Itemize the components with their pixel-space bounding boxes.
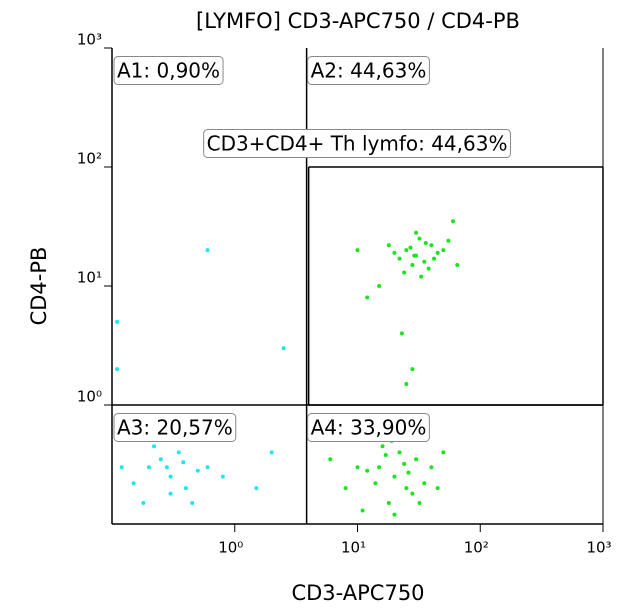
data-point <box>392 512 397 517</box>
data-point <box>429 243 434 248</box>
data-point <box>392 250 397 255</box>
annotation-box <box>307 56 430 85</box>
data-point <box>141 501 146 506</box>
data-point <box>181 460 186 465</box>
data-point <box>414 230 419 235</box>
x-tick-label: 10⁰ <box>218 539 243 557</box>
data-point <box>131 481 136 486</box>
x-tick-label: 10³ <box>586 539 611 557</box>
y-axis-label: CD4-PB <box>27 247 51 326</box>
data-point <box>254 486 259 491</box>
data-point <box>417 501 422 506</box>
data-point <box>146 465 151 470</box>
data-point <box>377 284 382 288</box>
annotation-box <box>113 413 237 442</box>
data-point <box>397 450 402 455</box>
data-point <box>383 453 388 458</box>
data-point <box>386 243 391 248</box>
data-point <box>429 465 434 470</box>
annotation: CD3+CD4+ Th lymfo: 44,63% <box>207 132 508 156</box>
data-point <box>195 468 200 473</box>
data-point <box>402 270 407 275</box>
data-point <box>343 486 348 491</box>
data-point <box>152 444 157 449</box>
x-tick-label: 10¹ <box>341 539 366 557</box>
data-point <box>281 346 286 351</box>
data-point <box>404 382 409 387</box>
y-tick-label: 10⁰ <box>77 388 102 406</box>
chart-title: [LYMFO] CD3-APC750 / CD4-PB <box>196 9 520 33</box>
x-tick-label: 10² <box>464 539 489 557</box>
data-point <box>417 236 422 241</box>
data-point <box>404 248 409 253</box>
data-point <box>399 331 404 336</box>
data-point <box>168 474 173 479</box>
data-point <box>412 253 417 258</box>
annotation-box <box>307 413 430 442</box>
data-point <box>220 474 225 479</box>
data-point <box>422 259 427 264</box>
data-point <box>404 486 409 491</box>
data-point <box>435 486 440 491</box>
data-point <box>426 266 431 271</box>
y-tick-label: 10¹ <box>77 269 102 287</box>
data-point <box>365 295 370 300</box>
data-point <box>435 250 440 255</box>
data-point <box>422 481 427 486</box>
data-point <box>205 248 210 253</box>
data-point <box>355 465 360 470</box>
x-axis-label: CD3-APC750 <box>291 581 424 605</box>
data-point <box>365 468 370 473</box>
annotation-box <box>203 129 511 158</box>
data-point <box>380 444 385 449</box>
data-point <box>328 457 333 462</box>
data-point <box>269 450 274 455</box>
data-point <box>183 486 188 491</box>
data-point <box>410 367 415 372</box>
annotation: A3: 20,57% <box>117 416 233 440</box>
data-point <box>451 219 456 224</box>
data-point <box>397 256 402 261</box>
data-point <box>168 491 173 496</box>
data-point <box>115 319 120 324</box>
y-tick-label: 10³ <box>77 31 102 49</box>
data-point <box>119 465 124 470</box>
annotation: A4: 33,90% <box>311 416 427 440</box>
data-point <box>432 256 437 261</box>
annotation-box <box>113 56 224 85</box>
data-point <box>355 248 360 253</box>
data-point <box>402 461 407 466</box>
annotation: A1: 0,90% <box>117 59 220 83</box>
data-point <box>158 457 163 462</box>
data-point <box>377 465 382 470</box>
data-point <box>410 263 415 268</box>
annotation: A2: 44,63% <box>311 59 427 83</box>
data-point <box>423 240 428 245</box>
data-point <box>115 367 120 372</box>
data-point <box>441 450 446 455</box>
data-point <box>446 238 451 243</box>
data-point <box>373 481 378 486</box>
data-point <box>410 491 415 496</box>
data-point <box>419 274 424 279</box>
data-point <box>205 465 210 470</box>
data-point <box>414 457 419 462</box>
data-point <box>164 465 169 470</box>
data-point <box>408 245 413 250</box>
data-point <box>392 474 397 479</box>
y-tick-label: 10² <box>77 150 102 168</box>
data-point <box>176 450 181 455</box>
data-point <box>441 248 446 253</box>
data-point <box>455 263 460 268</box>
data-point <box>386 501 391 506</box>
data-point <box>360 508 365 513</box>
data-point <box>406 470 411 475</box>
data-point <box>190 501 195 506</box>
